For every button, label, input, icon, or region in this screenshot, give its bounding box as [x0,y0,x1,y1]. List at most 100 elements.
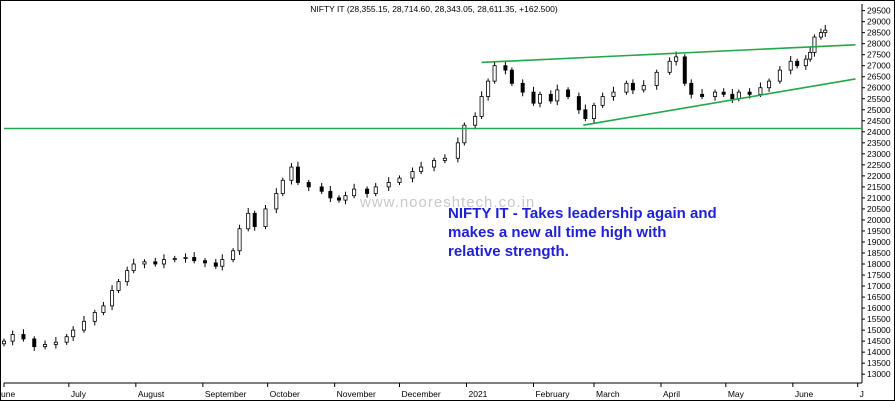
candle-body [328,190,333,199]
y-tick-label: 27000 [867,61,891,71]
candle-body [730,93,735,100]
candle-body [611,91,616,97]
y-tick-label: 19000 [867,237,891,247]
candle-body [520,82,525,93]
x-tick-label: 2021 [468,389,487,399]
lower-trendline [583,78,856,126]
y-tick-label: 28000 [867,39,891,49]
candle-body [795,60,800,67]
candle-body [352,188,357,197]
candle-body [509,69,514,84]
candle-body [641,85,646,91]
chart-title: NIFTY IT (28,355.15, 28,714.60, 28,343.0… [310,4,558,14]
x-tick-label: September [205,389,247,399]
candle-body [343,195,348,201]
candle-body [592,104,597,119]
x-tick-label: March [596,389,620,399]
y-axis-ticks: 2950029000285002800027500270002650026000… [862,6,891,379]
x-tick-label: April [663,389,680,399]
y-tick-label: 29500 [867,6,891,16]
y-tick-label: 23500 [867,138,891,148]
y-tick-label: 25500 [867,94,891,104]
annotation-block: NIFTY IT - Takes leadership again and ma… [448,205,717,260]
candle-body [231,250,236,261]
candle-body [721,91,726,95]
y-tick-label: 24000 [867,127,891,137]
x-tick-label: October [270,389,300,399]
y-tick-label: 26000 [867,83,891,93]
x-tick-label: July [71,389,87,399]
candle-body [654,71,659,86]
candle-body [110,290,115,307]
x-tick-label: May [728,389,745,399]
candle-body [566,89,571,97]
x-tick-label: August [138,389,165,399]
candle-body [576,96,581,111]
y-tick-label: 29000 [867,17,891,27]
candle-body [503,65,508,71]
y-tick-label: 25000 [867,105,891,115]
candle-body [246,212,251,230]
candle-body [319,186,324,192]
y-tick-label: 14500 [867,336,891,346]
candle-body [101,305,106,313]
candle-body [442,157,447,161]
x-axis-ticks: une July August September October November Dec… [1,383,864,399]
y-tick-label: 22000 [867,171,891,181]
candle-body [767,80,772,89]
candle-body [386,182,391,188]
candle-body [432,160,437,168]
candle-body [252,212,257,227]
candle-body [237,228,242,252]
candle-body [397,177,402,183]
candle-body [747,91,752,95]
candle-body [630,82,635,91]
candle-body [274,193,279,210]
candle-body [213,262,218,267]
candle-body [306,182,311,188]
candle-body [365,188,370,194]
y-tick-label: 17500 [867,270,891,280]
candle-body [295,166,300,183]
candle-body [583,109,588,119]
y-tick-label: 13000 [867,369,891,379]
candle-body [92,312,97,322]
y-tick-label: 16000 [867,303,891,313]
y-tick-label: 24500 [867,116,891,126]
candle-body [289,166,294,181]
candle-body [10,334,15,342]
candle-body [202,260,207,264]
y-tick-label: 14000 [867,347,891,357]
candle-body [548,93,553,102]
candle-body [2,340,7,345]
candle-body [153,261,158,265]
y-tick-label: 18500 [867,248,891,258]
candle-body [473,115,478,126]
x-tick-label: February [535,389,570,399]
candle-body [81,320,86,331]
candle-body [220,259,225,267]
candle-body [479,96,484,117]
x-tick-label: J [860,389,864,399]
annotation-line-3: relative strength. [448,243,569,260]
candle-body [263,208,268,227]
candle-body [674,56,679,62]
price-candles [2,24,828,351]
candle-body [373,186,378,194]
y-tick-label: 27500 [867,50,891,60]
candle-body [667,60,672,73]
candle-body [818,32,823,38]
candle-body [21,334,26,340]
candle-body [462,124,467,144]
candle-body [410,171,415,179]
y-tick-label: 18000 [867,259,891,269]
annotation-line-2: makes a new all time high with [448,224,666,241]
y-tick-label: 15500 [867,314,891,324]
candle-body [758,87,763,95]
candle-body [823,29,828,34]
x-tick-label: December [402,389,441,399]
candle-body [125,270,130,283]
candle-body [788,60,793,71]
